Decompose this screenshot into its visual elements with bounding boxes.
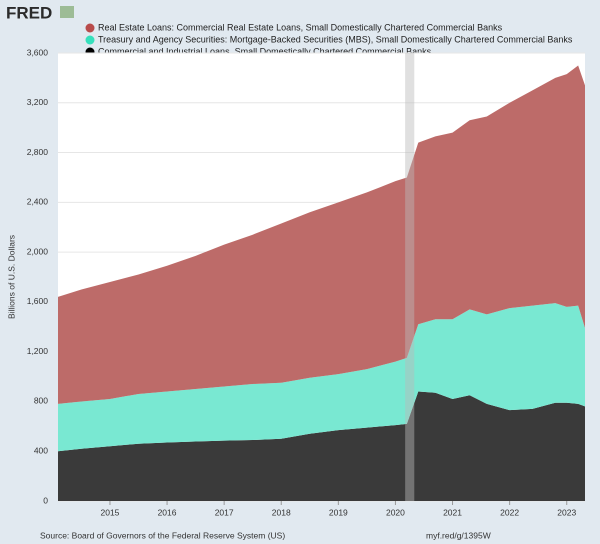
- y-tick-label: 0: [43, 495, 48, 505]
- y-tick-label: 2,000: [27, 246, 49, 256]
- y-tick-label: 2,800: [27, 147, 49, 157]
- area: [58, 391, 585, 501]
- y-axis-label: Billions of U.S. Dollars: [6, 235, 16, 319]
- legend-label: Treasury and Agency Securities: Mortgage…: [98, 34, 573, 44]
- legend-swatch: [85, 35, 95, 45]
- plot: [58, 52, 585, 502]
- x-tick-label: 2016: [158, 507, 177, 517]
- x-tick-label: 2018: [272, 507, 291, 517]
- recession-band: [405, 53, 415, 501]
- y-tick-label: 1,200: [27, 346, 49, 356]
- logo: FRED: [6, 3, 52, 22]
- x-tick-label: 2020: [386, 507, 405, 517]
- link[interactable]: myf.red/g/1395W: [426, 530, 491, 540]
- x-tick-label: 2023: [557, 507, 576, 517]
- y-tick-label: 3,200: [27, 97, 49, 107]
- x-tick-label: 2021: [443, 507, 462, 517]
- y-tick-label: 1,600: [27, 296, 49, 306]
- x-tick-label: 2022: [500, 507, 519, 517]
- logo-icon: [60, 6, 74, 18]
- area: [58, 303, 585, 452]
- y-tick-label: 3,600: [27, 47, 49, 57]
- y-tick-label: 800: [34, 396, 48, 406]
- x-tick-label: 2017: [215, 507, 234, 517]
- legend-label: Commercial and Industrial Loans, Small D…: [98, 46, 432, 56]
- legend-label: Real Estate Loans: Commercial Real Estat…: [98, 22, 503, 32]
- x-tick-label: 2019: [329, 507, 348, 517]
- x-tick-label: 2015: [100, 507, 119, 517]
- y-tick-label: 2,400: [27, 197, 49, 207]
- legend-swatch: [85, 23, 95, 33]
- source: Source: Board of Governors of the Federa…: [40, 530, 285, 540]
- area: [58, 65, 585, 404]
- y-tick-label: 400: [34, 445, 48, 455]
